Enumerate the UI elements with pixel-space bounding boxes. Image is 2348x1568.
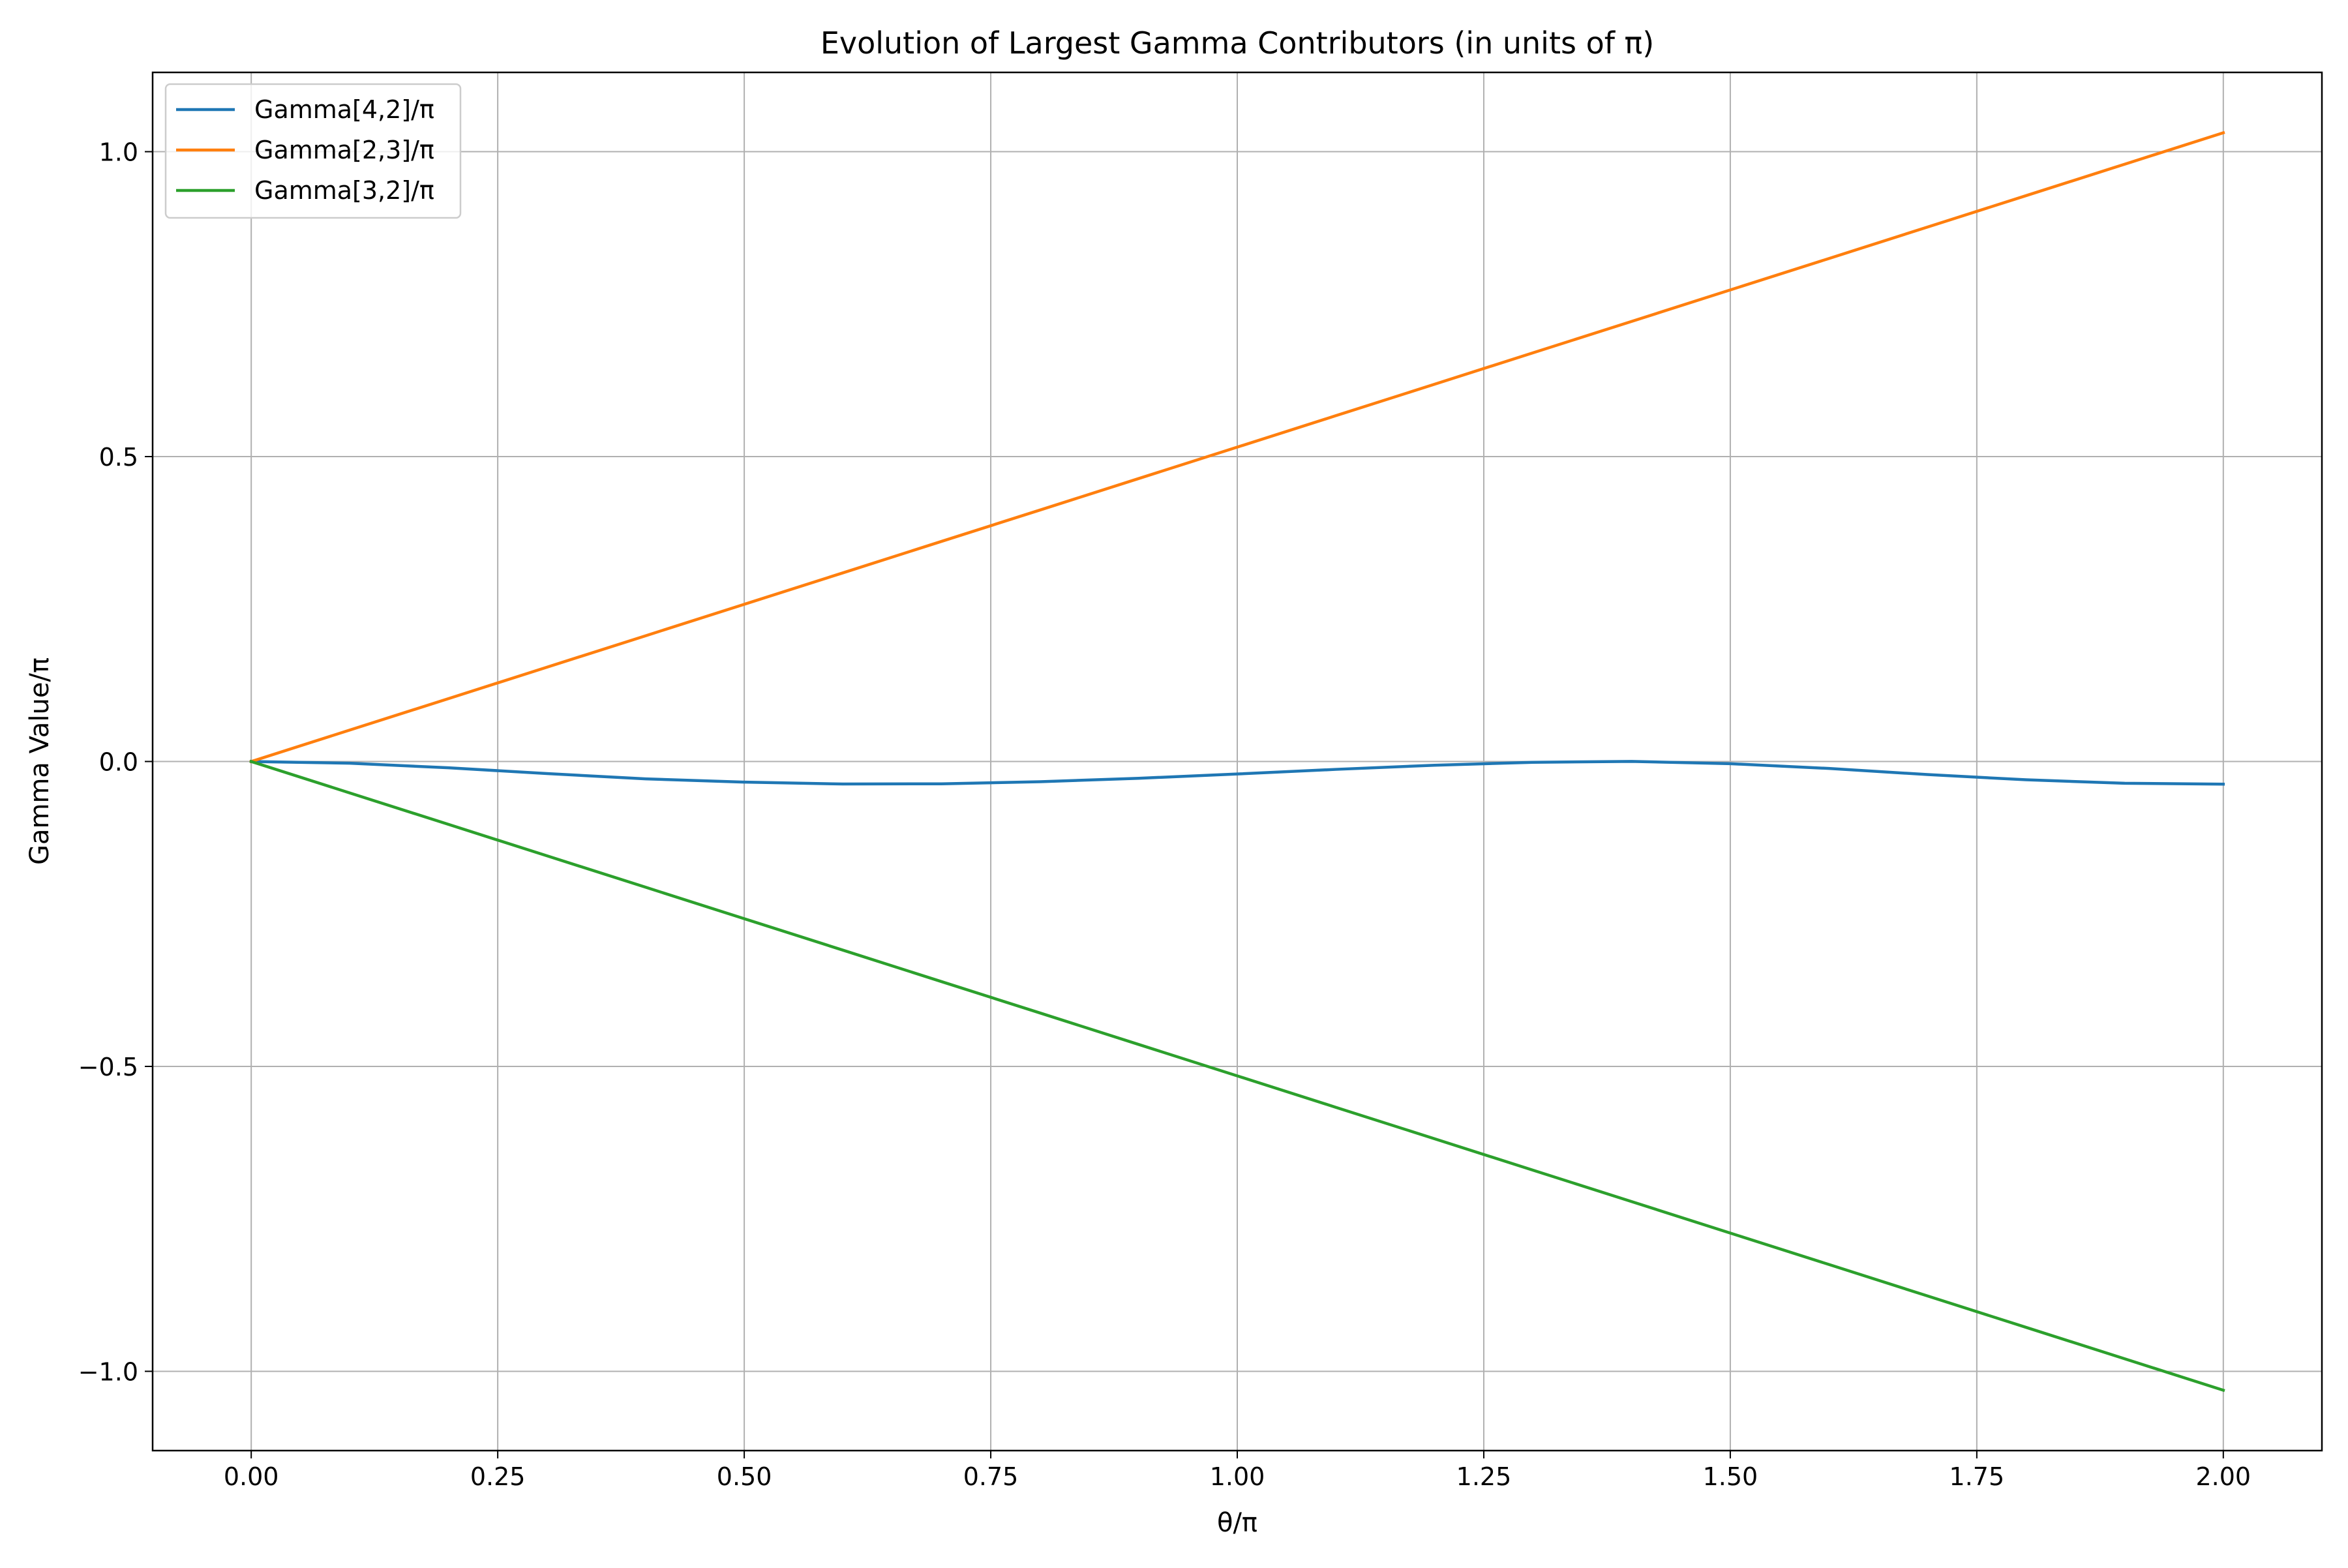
- x-tick-label: 0.25: [470, 1462, 526, 1491]
- series-line-2: [249, 130, 2225, 764]
- legend-entries: Gamma[4,2]/π Gamma[2,3]/π Gamma[3,2]/π: [176, 95, 434, 205]
- x-axis-label: θ/π: [1217, 1508, 1257, 1538]
- legend-label-2: Gamma[2,3]/π: [254, 136, 434, 164]
- x-tick-label: 0.75: [963, 1462, 1019, 1491]
- y-tick-label: −0.5: [78, 1053, 138, 1081]
- x-tick-label: 1.50: [1703, 1462, 1758, 1491]
- x-tick-label: 0.00: [224, 1462, 279, 1491]
- x-tick-label: 2.00: [2196, 1462, 2251, 1491]
- x-tick-label: 1.25: [1456, 1462, 1512, 1491]
- y-axis-ticks: 1.0 0.5 0.0 −0.5 −1.0: [78, 138, 153, 1386]
- chart-title: Evolution of Largest Gamma Contributors …: [820, 25, 1654, 61]
- x-tick-label: 1.00: [1210, 1462, 1265, 1491]
- legend-label-1: Gamma[4,2]/π: [254, 95, 434, 124]
- grid: [153, 72, 2322, 1451]
- y-tick-label: 0.0: [99, 748, 138, 777]
- y-tick-label: −1.0: [78, 1357, 138, 1386]
- x-tick-label: 0.50: [717, 1462, 772, 1491]
- legend-label-3: Gamma[3,2]/π: [254, 176, 434, 205]
- x-tick-label: 1.75: [1949, 1462, 2005, 1491]
- series-line-1: [249, 760, 2225, 786]
- y-tick-label: 0.5: [99, 443, 138, 472]
- series-lines: [249, 130, 2225, 1393]
- y-axis-label: Gamma Value/π: [25, 657, 55, 865]
- legend-box: [164, 83, 462, 219]
- series-line-3: [249, 759, 2225, 1393]
- y-tick-label: 1.0: [99, 138, 138, 167]
- x-axis-ticks: 0.00 0.25 0.50 0.75 1.00 1.25 1.50 1.75 2.00: [224, 1451, 2251, 1491]
- legend: Gamma[4,2]/π Gamma[2,3]/π Gamma[3,2]/π: [164, 83, 462, 219]
